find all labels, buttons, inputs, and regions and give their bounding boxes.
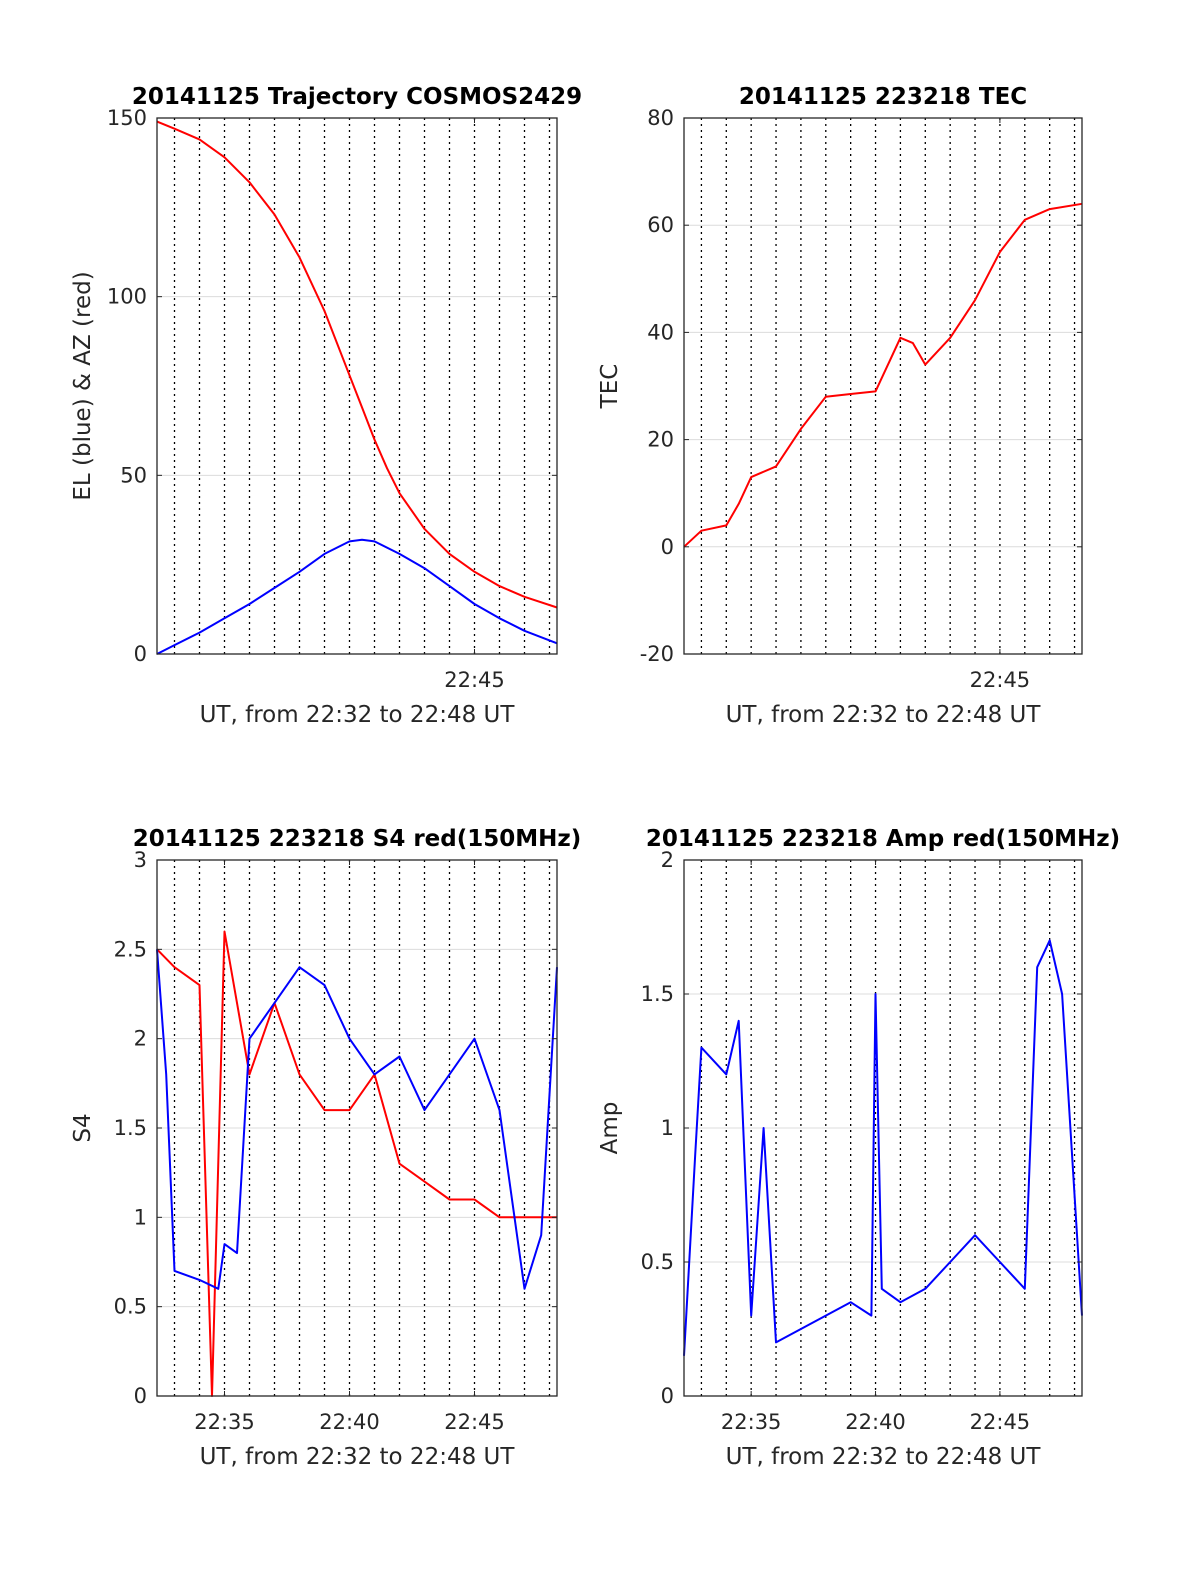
- y-tick-label: 2.5: [114, 937, 147, 961]
- y-tick-label: 0: [134, 642, 147, 666]
- y-tick-label: 2: [661, 848, 674, 872]
- y-tick-label: 0: [661, 1384, 674, 1408]
- y-axis-label: S4: [70, 1113, 96, 1142]
- axes-box: [683, 117, 1083, 655]
- y-tick-label: 40: [647, 320, 674, 344]
- y-tick-label: 0: [134, 1384, 147, 1408]
- y-axis-label: TEC: [597, 364, 623, 410]
- chart-amp: 0 0.5 1 1.5 2 22:35 22:40 22:45 UT, from 22:32 t…: [597, 826, 1120, 1470]
- x-tick-label: 22:35: [194, 1410, 255, 1434]
- chart-tec: -20 0 20 40 60 80 22:45 UT, from 22:32 to 22:48…: [597, 84, 1083, 728]
- y-tick-label: 60: [647, 213, 674, 237]
- y-tick-label: 1: [661, 1116, 674, 1140]
- y-tick-label: 3: [134, 848, 147, 872]
- y-tick-label: 100: [107, 285, 147, 309]
- x-tick-label: 22:40: [319, 1410, 380, 1434]
- y-tick-label: 0.5: [641, 1250, 674, 1274]
- series-line-0: [156, 120, 558, 609]
- x-axis-label: UT, from 22:32 to 22:48 UT: [726, 1444, 1042, 1470]
- y-tick-label: 50: [120, 463, 147, 487]
- y-tick-label: 0.5: [114, 1295, 147, 1319]
- x-tick-label: 22:45: [970, 668, 1031, 692]
- chart-trajectory: 0 50 100 150 22:45 UT, from 22:32 to 22:48 UT…: [70, 84, 582, 728]
- y-tick-label: 80: [647, 106, 674, 130]
- series-line-1: [156, 949, 558, 1290]
- x-tick-label: 22:45: [444, 668, 505, 692]
- series-line-0: [683, 939, 1083, 1356]
- x-tick-label: 22:35: [721, 1410, 782, 1434]
- axes-box: [156, 117, 558, 655]
- series-line-0: [156, 930, 557, 1397]
- y-tick-label: 0: [661, 535, 674, 559]
- x-tick-label: 22:45: [970, 1410, 1031, 1434]
- series-line-1: [156, 538, 558, 655]
- y-tick-label: 150: [107, 106, 147, 130]
- y-tick-label: 20: [647, 428, 674, 452]
- x-tick-label: 22:40: [845, 1410, 906, 1434]
- x-tick-label: 22:45: [444, 1410, 505, 1434]
- y-tick-label: 1.5: [114, 1116, 147, 1140]
- y-tick-label: 1.5: [641, 982, 674, 1006]
- x-axis-label: UT, from 22:32 to 22:48 UT: [200, 702, 516, 728]
- chart-title: 20141125 223218 TEC: [739, 84, 1027, 110]
- chart-title: 20141125 223218 Amp red(150MHz): [646, 826, 1120, 852]
- y-axis-label: Amp: [597, 1102, 623, 1155]
- y-tick-label: 2: [134, 1027, 147, 1051]
- y-axis-label: EL (blue) & AZ (red): [70, 271, 96, 500]
- chart-title: 20141125 Trajectory COSMOS2429: [132, 84, 582, 110]
- y-tick-label: 1: [134, 1205, 147, 1229]
- y-tick-label: -20: [640, 642, 674, 666]
- x-axis-label: UT, from 22:32 to 22:48 UT: [726, 702, 1042, 728]
- plot-area: [157, 118, 557, 654]
- chart-s4: 0 0.5 1 1.5 2 2.5 3 22:35 22:40 22:45 UT, from 22:…: [70, 826, 581, 1470]
- plot-area: [684, 118, 1082, 654]
- chart-title: 20141125 223218 S4 red(150MHz): [133, 826, 582, 852]
- x-axis-label: UT, from 22:32 to 22:48 UT: [200, 1444, 516, 1470]
- series-line-0: [683, 202, 1083, 548]
